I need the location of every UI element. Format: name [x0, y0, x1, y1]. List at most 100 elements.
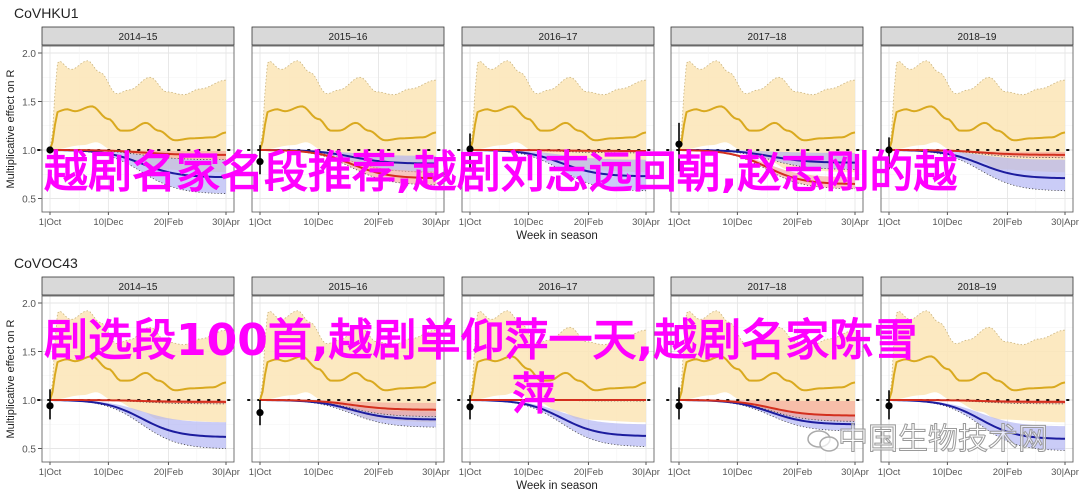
y-tick-label: 0.5	[22, 445, 36, 456]
start-point	[885, 146, 893, 154]
yellow-band-upper-edge	[259, 310, 437, 401]
x-tick-label: 30|Apr	[1051, 467, 1079, 478]
start-point	[885, 402, 893, 410]
facet-strip-label: 2017–18	[748, 282, 787, 293]
y-tick-label: 0.5	[22, 195, 36, 206]
facet-strip-label: 2014–15	[119, 282, 158, 293]
facet-panel: 2017–18 1|Oct 10|Dec 20|Feb 30|Apr	[666, 276, 869, 478]
x-tick-label: 30|Apr	[422, 467, 450, 478]
x-tick-label: 30|Apr	[212, 467, 240, 478]
red-credible-band	[50, 150, 226, 160]
yellow-median-line	[259, 355, 437, 401]
yellow-band-upper-edge	[469, 310, 647, 401]
red-credible-band	[679, 150, 855, 189]
facet-panel: 2017–18 1|Oct 10|Dec 20|Feb 30|Apr	[666, 26, 869, 228]
facet-panel: 2014–15 1|Oct 10|Dec 20|Feb 30|Apr	[37, 26, 240, 228]
panel-border	[461, 295, 655, 463]
y-tick-label: 1.5	[22, 98, 36, 109]
yellow-band-upper-edge	[888, 60, 1066, 151]
yellow-band-upper-edge	[49, 310, 227, 401]
facet-strip	[880, 276, 1074, 296]
x-tick-label: 30|Apr	[841, 217, 869, 228]
yellow-credible-band	[50, 60, 226, 173]
blue-credible-band	[50, 150, 226, 194]
x-tick-label: 30|Apr	[212, 217, 240, 228]
facet-strip	[41, 26, 235, 46]
yellow-median-line	[259, 105, 437, 151]
x-tick-label: 1|Oct	[878, 467, 901, 478]
panel-border	[461, 45, 655, 213]
yellow-credible-band	[470, 310, 646, 423]
facet-strip	[461, 26, 655, 46]
x-tick-label: 1|Oct	[249, 467, 272, 478]
red-credible-band	[260, 400, 436, 417]
x-tick-label: 10|Dec	[93, 467, 123, 478]
x-tick-label: 10|Dec	[93, 217, 123, 228]
yellow-median-line	[469, 105, 647, 151]
start-point	[675, 140, 683, 148]
start-point	[256, 158, 264, 166]
overlay-caption-line1: 越剧名家名段推荐,越剧刘志远回朝,赵志刚的越	[44, 147, 958, 198]
facet-panel: 2014–15 1|Oct 10|Dec 20|Feb 30|Apr	[37, 276, 240, 478]
red-median-line	[888, 149, 1066, 156]
x-tick-label: 20|Feb	[364, 217, 393, 228]
wechat-icon	[807, 430, 839, 452]
y-tick-label: 1.0	[22, 396, 36, 407]
x-axis-label: Week in season	[516, 230, 598, 242]
y-axis-label: Multiplicative effect on R	[5, 69, 17, 188]
x-tick-label: 10|Dec	[932, 217, 962, 228]
x-tick-label: 20|Feb	[154, 217, 183, 228]
yellow-median-line	[888, 355, 1066, 401]
yellow-median-line	[49, 355, 227, 401]
facet-strip-label: 2018–19	[958, 32, 997, 43]
x-tick-label: 30|Apr	[422, 217, 450, 228]
panel-border	[670, 45, 864, 213]
y-tick-label: 1.0	[22, 146, 36, 157]
panel-border	[41, 295, 235, 463]
red-median-line	[49, 149, 227, 156]
x-tick-label: 20|Feb	[993, 467, 1022, 478]
x-tick-label: 1|Oct	[668, 217, 691, 228]
yellow-band-upper-edge	[678, 60, 856, 151]
yellow-credible-band	[50, 310, 226, 423]
red-credible-band	[679, 400, 855, 422]
facet-strip-label: 2016–17	[539, 32, 578, 43]
facet-strip-label: 2016–17	[539, 282, 578, 293]
watermark-text: 中国生物技术网	[838, 422, 1049, 457]
start-point	[46, 146, 54, 154]
x-tick-label: 10|Dec	[932, 467, 962, 478]
x-tick-label: 30|Apr	[841, 467, 869, 478]
x-tick-label: 20|Feb	[574, 467, 603, 478]
blue-credible-band	[470, 150, 646, 191]
yellow-band-upper-edge	[259, 60, 437, 151]
yellow-credible-band	[260, 310, 436, 423]
facet-strip	[880, 26, 1074, 46]
blue-credible-band	[470, 400, 646, 447]
red-credible-band	[889, 150, 1065, 158]
chart-title: CoVHKU1	[14, 5, 79, 21]
yellow-credible-band	[679, 60, 855, 173]
facet-strip	[670, 276, 864, 296]
facet-panel: 2016–17 1|Oct 10|Dec 20|Feb 30|Apr	[457, 276, 660, 478]
x-tick-label: 10|Dec	[513, 217, 543, 228]
facet-panel: 2015–16 1|Oct 10|Dec 20|Feb 30|Apr	[247, 276, 450, 478]
x-axis-label: Week in season	[516, 480, 598, 492]
x-tick-label: 1|Oct	[459, 467, 482, 478]
overlay-caption-line3: 萍	[512, 369, 556, 420]
x-tick-label: 30|Apr	[632, 467, 660, 478]
x-tick-label: 10|Dec	[303, 467, 333, 478]
facet-panel: 2018–19 1|Oct 10|Dec 20|Feb 30|Apr	[876, 276, 1079, 478]
facet-strip-label: 2014–15	[119, 32, 158, 43]
start-point	[466, 145, 474, 153]
x-tick-label: 1|Oct	[39, 217, 62, 228]
facet-strip-label: 2015–16	[329, 32, 368, 43]
yellow-median-line	[678, 355, 856, 401]
chart-title: CoVOC43	[14, 255, 78, 271]
yellow-credible-band	[260, 60, 436, 173]
red-median-line	[49, 399, 227, 403]
facet-strip	[461, 276, 655, 296]
facet-strip	[41, 276, 235, 296]
x-tick-label: 30|Apr	[1051, 217, 1079, 228]
overlay-caption-line2: 剧选段100首,越剧单仰萍一天,越剧名家陈雪	[44, 315, 918, 366]
